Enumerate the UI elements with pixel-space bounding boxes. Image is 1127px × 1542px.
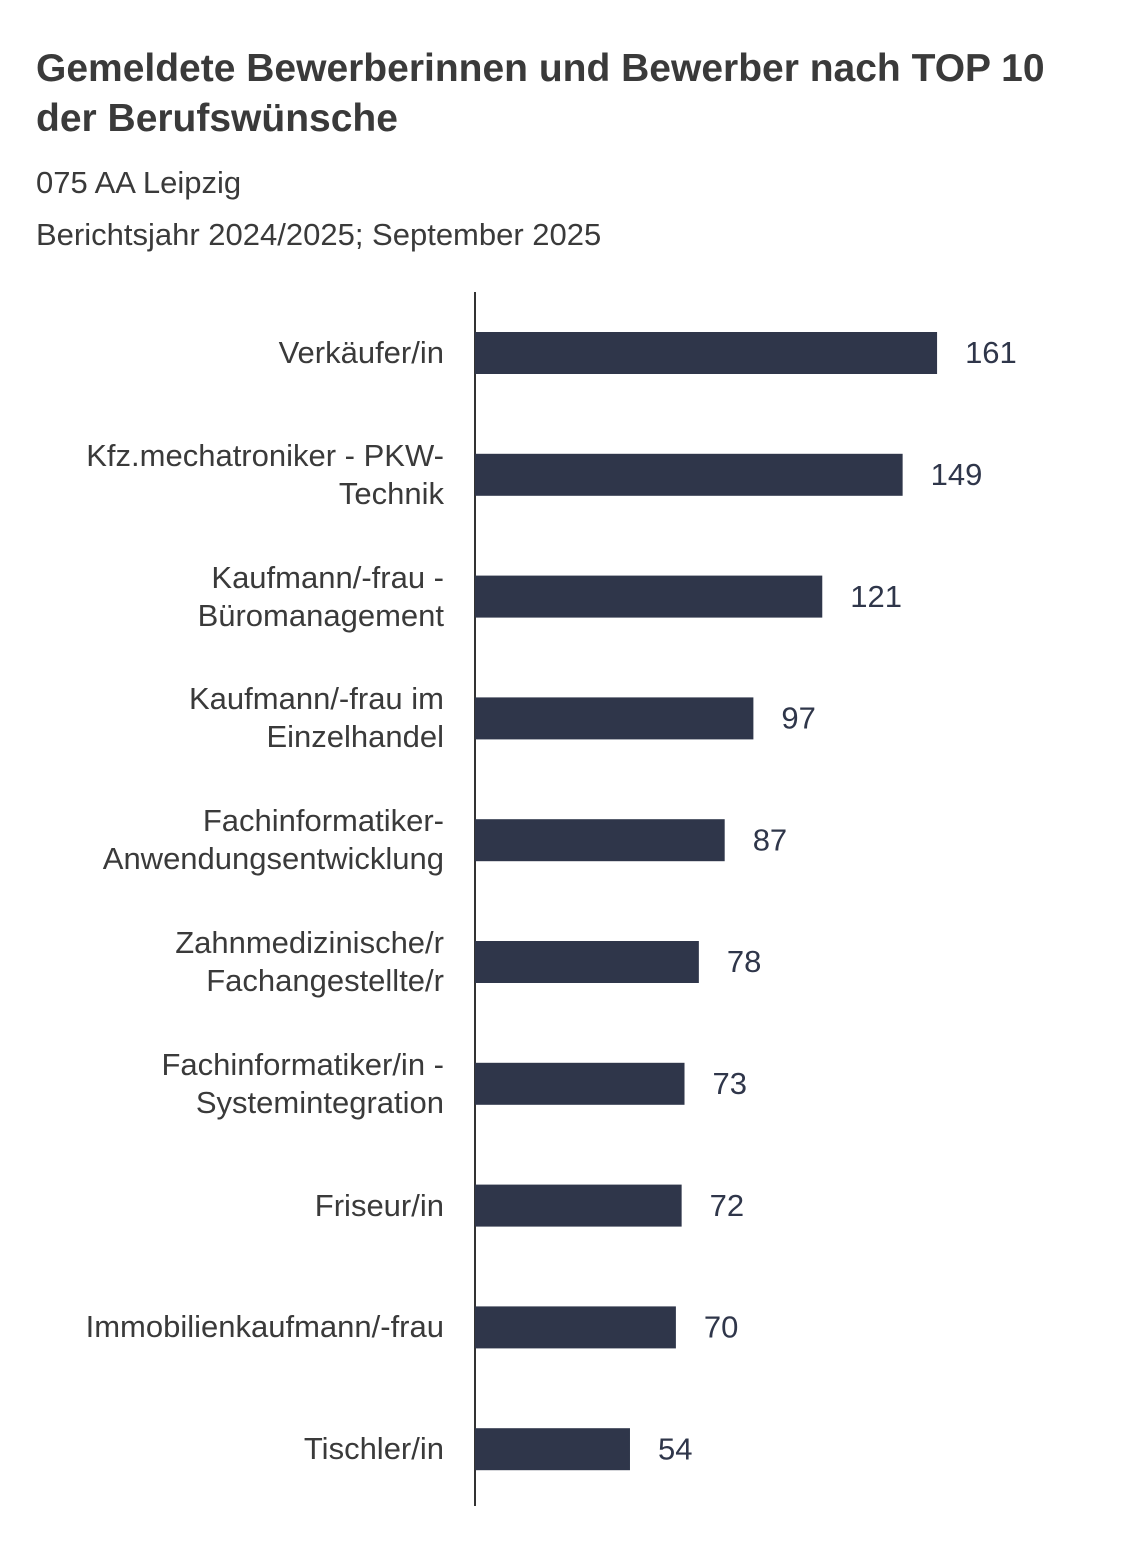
chart-subtitle: 075 AA Leipzig [36,165,242,200]
value-label: 73 [713,1066,747,1101]
category-label: Tischler/in [303,1431,444,1467]
value-label: 54 [658,1431,692,1466]
bar [475,575,823,618]
category-label: Zahnmedizinische/r Fachangestellte/r [175,925,444,998]
value-label: 161 [965,335,1017,370]
bar [475,1428,630,1471]
bar [475,1306,676,1349]
category-label: Immobilienkaufmann/-frau [85,1309,444,1345]
category-label: Kaufmann/-frau - Büromanagement [197,559,444,633]
value-label: 72 [710,1188,744,1223]
value-label: 70 [704,1310,738,1345]
bar [475,1062,685,1105]
category-label: Friseur/in [314,1187,444,1223]
bar [475,941,699,983]
chart-subtitle: Berichtsjahr 2024/2025; September 2025 [36,217,602,252]
category-label: Kaufmann/-frau im Einzelhandel [189,681,444,755]
chart-title: Gemeldete Bewerberinnen und Bewerber nac… [36,47,1045,140]
value-label: 121 [850,579,902,614]
bar [475,453,903,496]
category-label: Fachinformatiker/in - Systemintegration [161,1046,444,1120]
value-label: 87 [753,822,787,857]
value-label: 78 [727,944,761,979]
bar [475,819,725,862]
category-label: Verkäufer/in [278,335,444,370]
category-label: Kfz.mechatroniker - PKW-Technik [86,437,444,511]
value-label: 149 [931,457,983,492]
bar [475,332,938,374]
value-label: 97 [781,701,815,736]
bar [475,1184,682,1227]
category-label: Fachinformatiker-Anwendungsentwicklung [102,803,444,877]
bar [475,697,754,740]
